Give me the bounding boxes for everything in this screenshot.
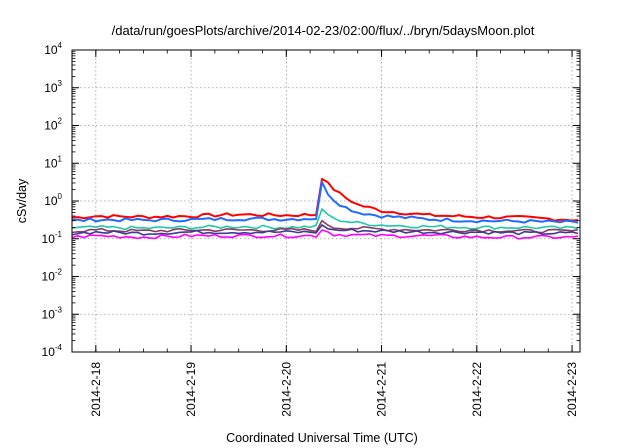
y-tick-label: 101: [44, 154, 62, 170]
y-tick-exponent: 0: [58, 192, 63, 201]
y-tick-exponent: -4: [55, 343, 63, 352]
x-tick-label: 2014-2-18: [89, 362, 103, 417]
series-line: [71, 181, 579, 224]
y-tick-label: 102: [44, 117, 62, 133]
y-axis-label: cSv/day: [15, 178, 29, 223]
series-line: [71, 224, 579, 236]
y-tick-exponent: -3: [55, 305, 63, 314]
y-tick-base: 10: [42, 307, 56, 321]
series-line: [71, 229, 579, 240]
y-tick-exponent: 1: [58, 154, 63, 163]
y-tick-label: 104: [44, 41, 62, 57]
y-tick-exponent: 3: [58, 79, 63, 88]
y-tick-exponent: 4: [58, 41, 63, 50]
x-tick-label: 2014-2-20: [279, 362, 293, 417]
y-tick-label: 10-4: [42, 343, 63, 359]
y-tick-base: 10: [44, 194, 58, 208]
grid: [72, 50, 580, 352]
y-tick-base: 10: [44, 119, 58, 133]
x-axis-label: Coordinated Universal Time (UTC): [226, 431, 418, 445]
x-tick-label: 2014-2-21: [375, 362, 389, 417]
chart-title: /data/run/goesPlots/archive/2014-02-23/0…: [112, 23, 535, 38]
y-tick-label: 10-1: [42, 230, 63, 246]
y-tick-label: 100: [44, 192, 62, 208]
y-tick-exponent: -1: [55, 230, 63, 239]
y-tick-exponent: -2: [55, 268, 63, 277]
y-tick-label: 10-2: [42, 268, 63, 284]
y-tick-label: 10-3: [42, 305, 63, 321]
x-tick-label: 2014-2-22: [470, 362, 484, 417]
y-tick-exponent: 2: [58, 117, 63, 126]
y-tick-label: 103: [44, 79, 62, 95]
y-tick-base: 10: [44, 43, 58, 57]
x-tick-label: 2014-2-23: [565, 362, 579, 417]
x-tick-label: 2014-2-19: [184, 362, 198, 417]
y-tick-base: 10: [42, 270, 56, 284]
series-line: [71, 177, 579, 222]
y-tick-base: 10: [42, 232, 56, 246]
y-tick-base: 10: [42, 345, 56, 359]
x-axis-ticks: 2014-2-18 2014-2-19 2014-2-20 2014-2-21 2014…: [71, 50, 579, 417]
series-line: [71, 208, 579, 231]
y-tick-base: 10: [44, 156, 58, 170]
series-layer: [71, 177, 579, 240]
y-tick-base: 10: [44, 81, 58, 95]
